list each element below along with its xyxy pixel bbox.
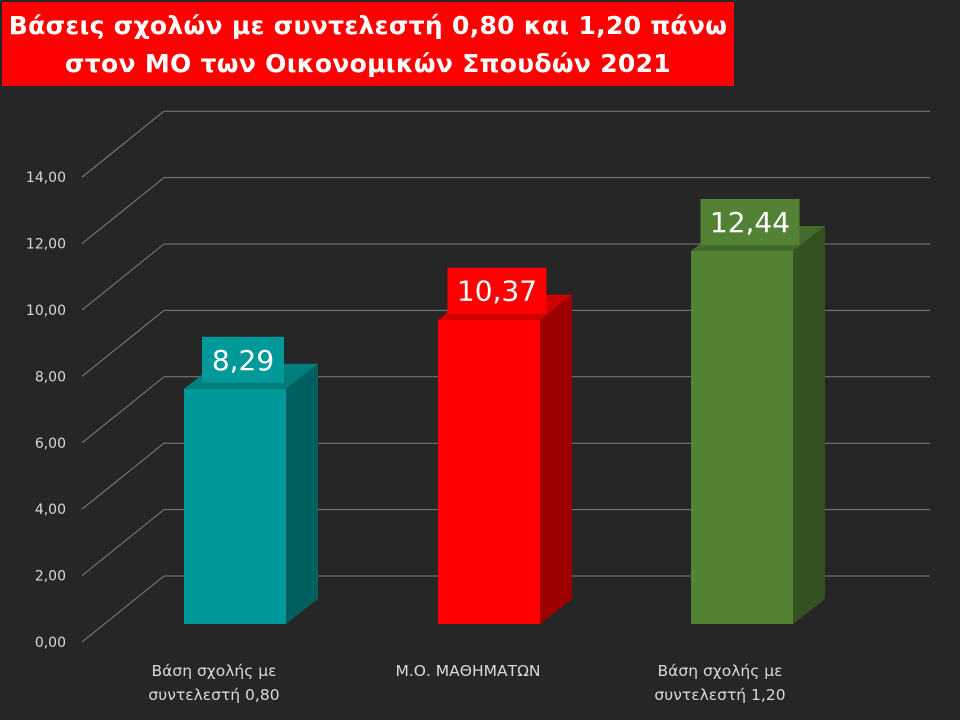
- y-tick-label: 0,00: [35, 635, 66, 651]
- bar-front-face: [438, 319, 540, 624]
- bar: [184, 363, 318, 624]
- grid-diagonal: [81, 376, 165, 444]
- grid-diagonal: [81, 177, 165, 244]
- category-label: Βάση σχολής με: [658, 662, 783, 680]
- y-tick-label: 12,00: [26, 237, 66, 253]
- data-label-text: 12,44: [710, 206, 790, 239]
- chart-title-line-2: στον ΜΟ των Οικονομικών Σπουδών 2021: [64, 49, 671, 78]
- chart-title-line-1: Βάσεις σχολών με συντελεστή 0,80 και 1,2…: [8, 11, 728, 40]
- data-label-box: [447, 267, 547, 314]
- data-label-text: 8,29: [212, 344, 274, 377]
- bar: [691, 225, 825, 624]
- y-tick-label: 4,00: [35, 502, 66, 518]
- bar-side-face: [540, 294, 572, 624]
- grid-diagonal: [81, 575, 165, 643]
- y-tick-label: 2,00: [35, 569, 66, 585]
- category-label: Βάση σχολής με: [152, 662, 277, 680]
- y-tick-label: 6,00: [35, 436, 66, 452]
- x-axis-category-labels: Βάση σχολής με συντελεστή 0,80 Μ.Ο. ΜΑΘΗΜΑ…: [148, 662, 785, 704]
- data-label-box: [202, 336, 284, 383]
- bar-side-face: [286, 363, 318, 624]
- data-label-box: [700, 198, 800, 245]
- grid-diagonal: [81, 442, 165, 510]
- chart-title: Βάσεις σχολών με συντελεστή 0,80 και 1,2…: [2, 2, 734, 86]
- category-label: συντελεστή 1,20: [654, 686, 785, 704]
- y-tick-label: 8,00: [35, 369, 66, 385]
- data-label: 12,44: [700, 198, 800, 245]
- category-label: Μ.Ο. ΜΑΘΗΜΑΤΩΝ: [395, 662, 540, 680]
- data-label: 8,29: [202, 336, 284, 383]
- y-tick-label: 14,00: [26, 170, 66, 186]
- data-label-text: 10,37: [457, 275, 537, 308]
- grid-diagonal: [81, 110, 165, 178]
- grid-diagonal: [81, 310, 165, 377]
- bar-front-face: [691, 250, 793, 624]
- data-labels: 8,29 10,37 12,44: [202, 198, 800, 383]
- data-label: 10,37: [447, 267, 547, 314]
- grid-diagonal: [81, 243, 165, 311]
- bar-side-face: [793, 225, 825, 624]
- bar: [438, 294, 572, 624]
- grid-diagonal: [81, 509, 165, 576]
- bar-front-face: [184, 388, 286, 624]
- y-tick-label: 10,00: [26, 303, 66, 319]
- category-label: συντελεστή 0,80: [148, 686, 279, 704]
- y-axis-tick-labels: 0,00 2,00 4,00 6,00 8,00 10,00 12,00 14,00: [26, 170, 66, 651]
